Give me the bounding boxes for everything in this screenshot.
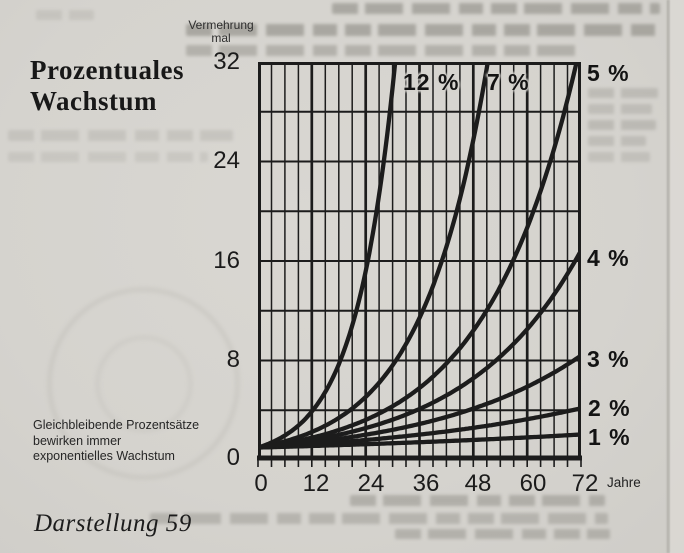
bleedthrough-text-line <box>588 152 650 162</box>
bleedthrough-text-line <box>186 45 576 56</box>
x-tick-60: 60 <box>519 470 547 497</box>
curve-label-12pct: 12 % <box>403 69 460 95</box>
bleedthrough-circle <box>48 288 239 479</box>
x-tick-12: 12 <box>302 470 330 497</box>
x-tick-72: 72 <box>571 470 599 497</box>
curve-label-4pct: 4 % <box>587 245 630 271</box>
bleedthrough-text-line <box>332 3 660 14</box>
bleedthrough-text-line <box>186 24 660 36</box>
y-tick-32: 32 <box>213 48 240 75</box>
bleedthrough-text-line <box>150 513 608 524</box>
bleedthrough-text-line <box>8 152 208 162</box>
chart-caption-line3: exponentielles Wachstum <box>33 449 175 463</box>
y-tick-16: 16 <box>213 247 240 274</box>
curve-label-2pct: 2 % <box>588 395 631 421</box>
chart-title-line2: Wachstum <box>30 86 158 116</box>
x-tick-24: 24 <box>357 470 385 497</box>
growth-curve-7pct <box>258 62 490 450</box>
page-fold-shadow <box>666 0 670 553</box>
y-axis-label: Vermehrung mal <box>178 19 264 45</box>
bleedthrough-text-line <box>395 529 610 539</box>
bleedthrough-text-line <box>588 120 656 130</box>
bleedthrough-text-line <box>588 88 658 98</box>
bleedthrough-text-line <box>8 130 233 141</box>
y-axis-label-line1: Vermehrung <box>188 18 254 32</box>
bleedthrough-text-line <box>588 136 646 146</box>
y-tick-24: 24 <box>213 147 240 174</box>
page-edge-strip <box>670 0 684 553</box>
y-axis-label-line2: mal <box>211 31 231 45</box>
curve-label-5pct: 5 % <box>587 60 630 86</box>
growth-curve-12pct <box>258 62 398 450</box>
curve-label-7pct: 7 % <box>487 69 530 95</box>
chart-title-line1: Prozentuales <box>30 55 184 85</box>
chart-title: Prozentuales Wachstum <box>30 55 184 117</box>
bleedthrough-text-line <box>36 10 94 20</box>
bleedthrough-text-line <box>350 495 605 506</box>
growth-curve-4pct <box>258 248 581 450</box>
curve-label-3pct: 3 % <box>587 346 630 372</box>
x-tick-48: 48 <box>464 470 492 497</box>
y-tick-0: 0 <box>226 444 240 471</box>
figure-label: Darstellung 59 <box>34 510 192 537</box>
curve-label-1pct: 1 % <box>588 424 631 450</box>
growth-curve-3pct <box>258 353 581 450</box>
x-axis-label: Jahre <box>607 475 641 490</box>
y-tick-8: 8 <box>226 346 240 373</box>
growth-chart-plot <box>257 62 582 467</box>
growth-curve-5pct <box>258 62 579 450</box>
chart-caption: Gleichbleibende Prozentsätze bewirken im… <box>33 418 199 465</box>
bleedthrough-text-line <box>588 104 652 114</box>
x-tick-0: 0 <box>254 470 268 497</box>
chart-caption-line2: bewirken immer <box>33 433 122 448</box>
x-tick-36: 36 <box>412 470 440 497</box>
chart-caption-line1: Gleichbleibende Prozentsätze <box>33 418 200 432</box>
bleedthrough-circle <box>96 336 192 432</box>
